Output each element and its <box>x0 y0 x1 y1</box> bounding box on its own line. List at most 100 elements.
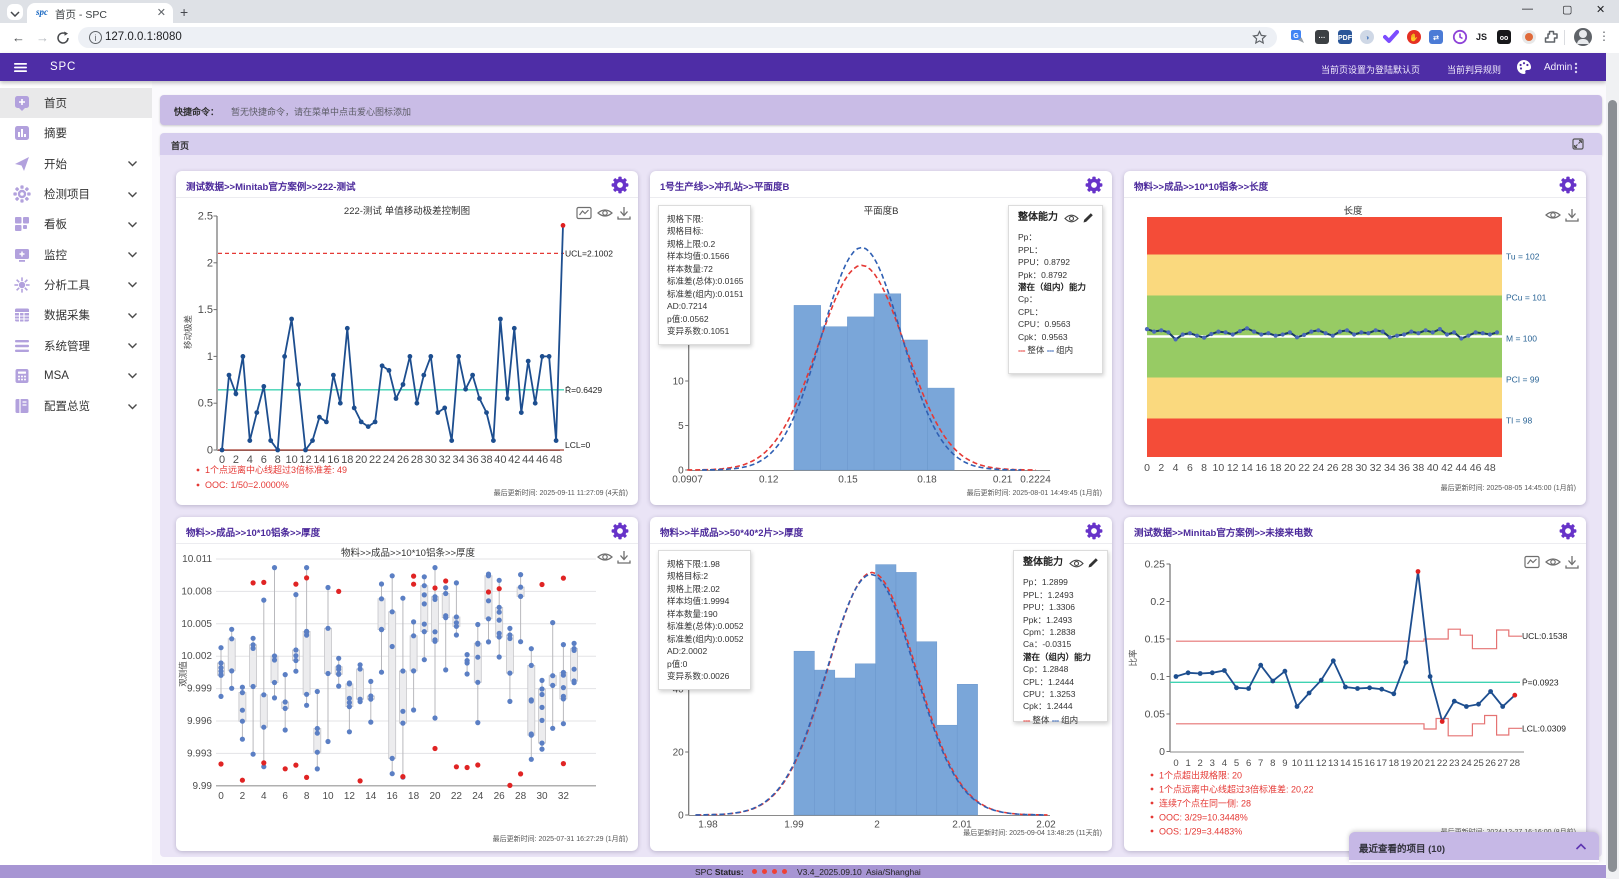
svg-text:30: 30 <box>1355 462 1367 474</box>
svg-text:46: 46 <box>536 454 548 466</box>
svg-text:4: 4 <box>247 454 253 466</box>
svg-text:30: 30 <box>536 791 548 802</box>
svg-text:10.011: 10.011 <box>182 554 212 565</box>
svg-text:···: ··· <box>1318 35 1325 42</box>
svg-text:OOC: 3/29=10.3448%: OOC: 3/29=10.3448% <box>1159 813 1248 823</box>
svg-text:44: 44 <box>522 454 534 466</box>
svg-text:25: 25 <box>1473 758 1484 769</box>
svg-text:0.21: 0.21 <box>993 475 1013 486</box>
svg-text:21: 21 <box>1425 758 1436 769</box>
svg-text:1个点远离中心线超过3倍标准差: 20,22: 1个点远离中心线超过3倍标准差: 20,22 <box>1159 784 1314 795</box>
svg-text:24: 24 <box>1461 758 1472 769</box>
svg-text:2: 2 <box>233 454 239 466</box>
svg-text:8: 8 <box>275 454 281 466</box>
svg-text:20: 20 <box>673 748 685 759</box>
svg-text:14: 14 <box>1340 758 1351 769</box>
svg-text:16: 16 <box>1364 758 1375 769</box>
svg-text:最后更新时间: 2025-08-05 14:45:00 (1: 最后更新时间: 2025-08-05 14:45:00 (1月前) <box>1441 483 1576 492</box>
svg-text:28: 28 <box>515 791 527 802</box>
svg-text:平面度B: 平面度B <box>864 205 899 217</box>
svg-text:38: 38 <box>480 454 492 466</box>
svg-text:46: 46 <box>1470 462 1482 474</box>
svg-text:8: 8 <box>304 791 310 802</box>
svg-text:24: 24 <box>472 791 484 802</box>
svg-text:4: 4 <box>1173 462 1179 474</box>
svg-text:UCL:0.1538: UCL:0.1538 <box>1522 631 1568 641</box>
svg-text:20: 20 <box>429 791 441 802</box>
svg-text:27: 27 <box>1497 758 1508 769</box>
svg-text:移动极差: 移动极差 <box>183 315 193 349</box>
svg-text:1个点远离中心线超过3倍标准差: 49: 1个点远离中心线超过3倍标准差: 49 <box>205 464 347 475</box>
svg-text:LCL:0.0309: LCL:0.0309 <box>1522 723 1566 733</box>
svg-text:2: 2 <box>1158 462 1164 474</box>
svg-text:34: 34 <box>1384 462 1396 474</box>
svg-text:3: 3 <box>1210 758 1215 769</box>
svg-text:PCu = 101: PCu = 101 <box>1506 293 1547 303</box>
svg-text:最后更新时间: 2025-08-01 14:49:45 (1: 最后更新时间: 2025-08-01 14:49:45 (1月前) <box>967 488 1102 497</box>
svg-text:6: 6 <box>1246 758 1251 769</box>
svg-text:10.005: 10.005 <box>181 619 212 630</box>
svg-text:11: 11 <box>1304 758 1314 769</box>
svg-text:42: 42 <box>1441 462 1453 474</box>
svg-text:28: 28 <box>1341 462 1353 474</box>
svg-text:36: 36 <box>1398 462 1410 474</box>
svg-text:10: 10 <box>1292 758 1303 769</box>
svg-text:42: 42 <box>508 454 520 466</box>
svg-text:2: 2 <box>240 791 246 802</box>
svg-text:2: 2 <box>1198 758 1203 769</box>
svg-text:10.008: 10.008 <box>181 586 212 597</box>
svg-text:6: 6 <box>282 791 288 802</box>
svg-text:1.98: 1.98 <box>698 820 718 831</box>
svg-text:14: 14 <box>313 454 325 466</box>
svg-text:32: 32 <box>1370 462 1382 474</box>
svg-text:0.0907: 0.0907 <box>672 475 703 486</box>
svg-text:Tl = 98: Tl = 98 <box>1506 416 1532 426</box>
svg-text:连续7个点在同一侧: 28: 连续7个点在同一侧: 28 <box>1159 798 1251 809</box>
svg-text:0.15: 0.15 <box>838 475 858 486</box>
svg-text:6: 6 <box>261 454 267 466</box>
svg-text:1.99: 1.99 <box>784 820 804 831</box>
svg-text:✋: ✋ <box>1409 33 1418 42</box>
svg-text:◑: ◑ <box>1364 33 1369 42</box>
svg-text:18: 18 <box>1270 462 1282 474</box>
svg-text:16: 16 <box>387 791 399 802</box>
svg-text:G: G <box>1293 33 1299 40</box>
svg-text:比率: 比率 <box>1128 649 1138 667</box>
svg-text:PDF: PDF <box>1338 35 1353 42</box>
svg-text:22: 22 <box>1437 758 1448 769</box>
svg-text:长度: 长度 <box>1343 205 1363 217</box>
svg-text:26: 26 <box>1485 758 1496 769</box>
svg-text:30: 30 <box>425 454 437 466</box>
svg-text:4: 4 <box>261 791 267 802</box>
svg-text:9.993: 9.993 <box>187 748 212 759</box>
svg-text:0.1: 0.1 <box>1150 671 1165 683</box>
svg-text:9.999: 9.999 <box>187 684 212 695</box>
svg-text:48: 48 <box>1484 462 1496 474</box>
svg-text:0.12: 0.12 <box>759 475 779 486</box>
svg-text:48: 48 <box>550 454 562 466</box>
svg-text:5: 5 <box>678 421 684 432</box>
svg-text:44: 44 <box>1455 462 1467 474</box>
svg-text:26: 26 <box>397 454 409 466</box>
svg-text:0.5: 0.5 <box>198 398 213 410</box>
svg-text:17: 17 <box>1376 758 1387 769</box>
svg-text:16: 16 <box>327 454 339 466</box>
svg-text:23: 23 <box>1449 758 1460 769</box>
svg-text:2.02: 2.02 <box>1036 820 1056 831</box>
svg-text:13: 13 <box>1328 758 1339 769</box>
svg-text:10: 10 <box>285 454 297 466</box>
svg-text:7: 7 <box>1258 758 1263 769</box>
svg-text:22: 22 <box>451 791 463 802</box>
svg-text:40: 40 <box>1427 462 1439 474</box>
svg-text:24: 24 <box>383 454 395 466</box>
svg-text:20: 20 <box>1284 462 1296 474</box>
svg-text:0: 0 <box>219 454 225 466</box>
svg-text:2.5: 2.5 <box>198 211 213 223</box>
svg-text:40: 40 <box>494 454 506 466</box>
svg-text:26: 26 <box>494 791 506 802</box>
svg-text:40: 40 <box>673 685 685 696</box>
svg-text:28: 28 <box>1510 758 1521 769</box>
svg-text:0.2: 0.2 <box>1150 596 1165 608</box>
svg-text:观测值: 观测值 <box>178 661 188 687</box>
svg-text:1个点超出规格限: 20: 1个点超出规格限: 20 <box>1159 770 1242 781</box>
